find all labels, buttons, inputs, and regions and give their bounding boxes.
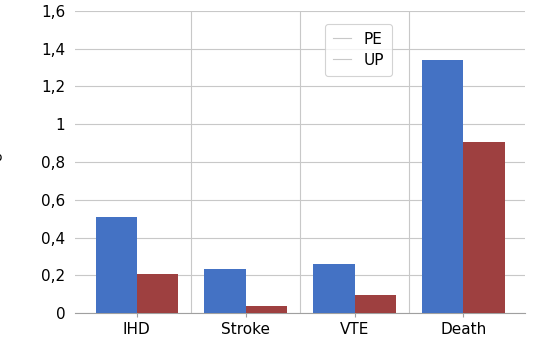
Bar xyxy=(355,295,396,313)
Bar xyxy=(204,269,245,313)
Legend: PE, UP: PE, UP xyxy=(325,24,392,76)
Text: %: % xyxy=(0,147,2,165)
Bar xyxy=(245,306,287,313)
Bar xyxy=(95,217,137,313)
Bar xyxy=(137,273,178,313)
Bar xyxy=(422,60,464,313)
Bar xyxy=(464,142,505,313)
Bar xyxy=(313,264,355,313)
